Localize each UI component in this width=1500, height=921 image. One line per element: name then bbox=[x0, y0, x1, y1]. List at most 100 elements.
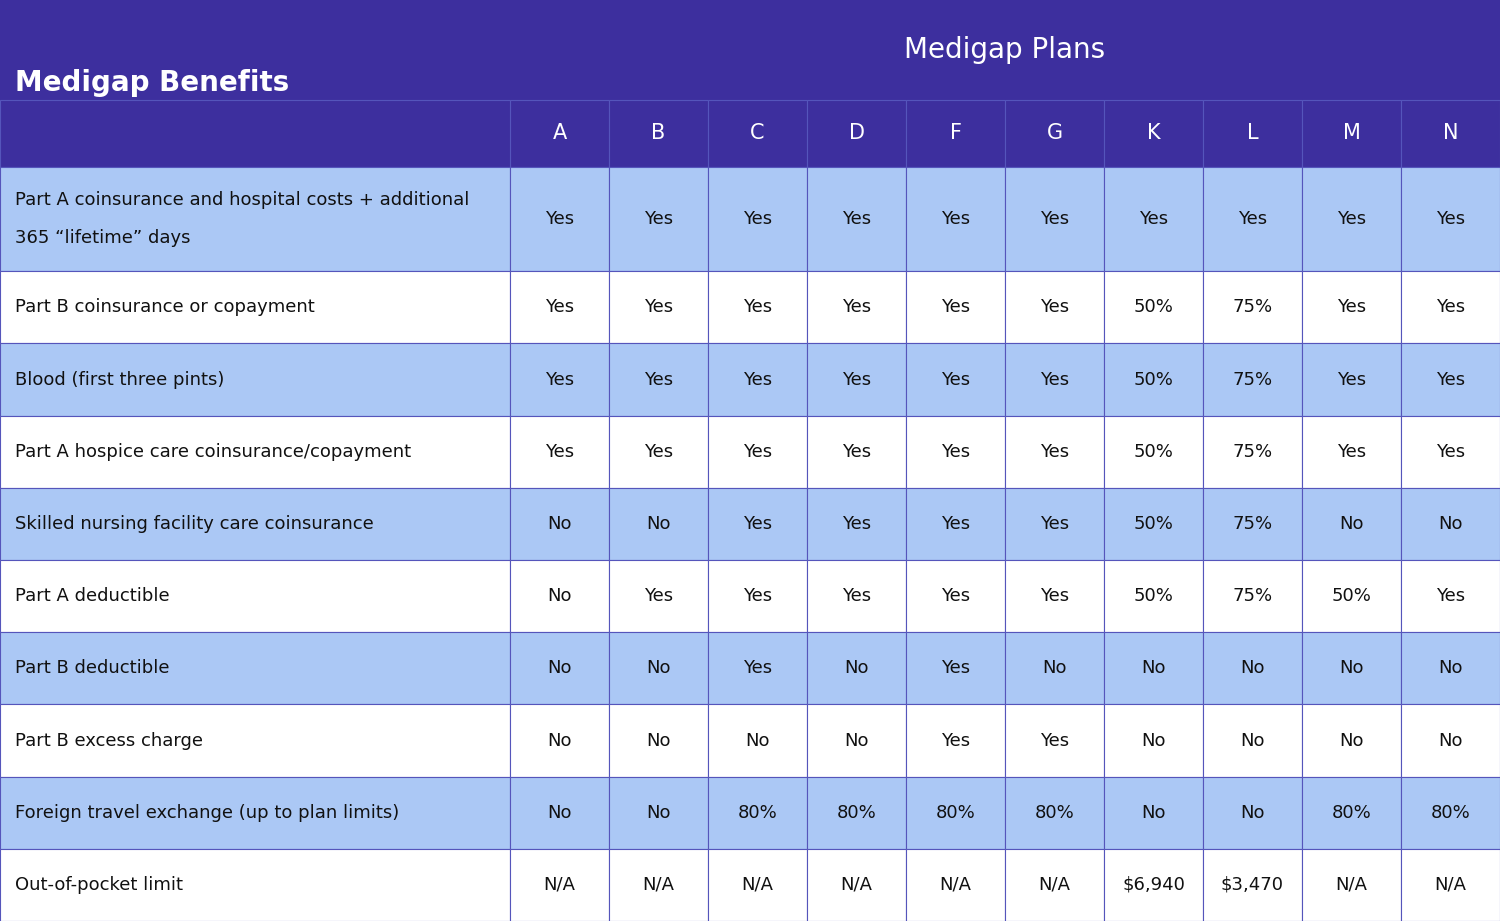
Bar bbox=[906, 560, 1005, 632]
Text: No: No bbox=[1438, 659, 1462, 677]
Bar bbox=[1302, 167, 1401, 271]
Text: $6,940: $6,940 bbox=[1122, 876, 1185, 894]
Bar bbox=[1401, 167, 1500, 271]
Text: Yes: Yes bbox=[1436, 370, 1466, 389]
Bar bbox=[510, 849, 609, 921]
Bar bbox=[1302, 100, 1401, 167]
Text: Yes: Yes bbox=[742, 443, 772, 460]
Bar bbox=[906, 632, 1005, 705]
Text: 80%: 80% bbox=[1035, 804, 1074, 822]
Bar bbox=[510, 100, 609, 167]
Bar bbox=[1005, 167, 1104, 271]
Text: No: No bbox=[1042, 659, 1066, 677]
Bar bbox=[1005, 560, 1104, 632]
Bar bbox=[0, 0, 1500, 167]
Text: Yes: Yes bbox=[940, 443, 970, 460]
Bar bbox=[510, 705, 609, 776]
Text: Yes: Yes bbox=[544, 298, 574, 316]
Text: Yes: Yes bbox=[1436, 298, 1466, 316]
Text: Yes: Yes bbox=[1040, 731, 1070, 750]
Text: N/A: N/A bbox=[543, 876, 576, 894]
Text: No: No bbox=[1340, 731, 1364, 750]
Bar bbox=[708, 100, 807, 167]
Bar bbox=[0, 344, 510, 415]
Bar bbox=[807, 488, 906, 560]
Bar bbox=[1302, 488, 1401, 560]
Text: Yes: Yes bbox=[742, 298, 772, 316]
Bar bbox=[1005, 632, 1104, 705]
Text: Yes: Yes bbox=[940, 210, 970, 227]
Text: Yes: Yes bbox=[742, 515, 772, 533]
Text: Yes: Yes bbox=[1238, 210, 1268, 227]
Text: A: A bbox=[552, 123, 567, 144]
Text: 50%: 50% bbox=[1134, 370, 1173, 389]
Bar bbox=[0, 632, 510, 705]
Bar bbox=[1203, 705, 1302, 776]
Text: No: No bbox=[646, 804, 670, 822]
Text: Yes: Yes bbox=[644, 443, 674, 460]
Bar bbox=[609, 415, 708, 488]
Text: Yes: Yes bbox=[1040, 443, 1070, 460]
Bar bbox=[906, 167, 1005, 271]
Bar bbox=[510, 632, 609, 705]
Bar bbox=[807, 705, 906, 776]
Text: Yes: Yes bbox=[842, 443, 872, 460]
Text: Part A coinsurance and hospital costs + additional: Part A coinsurance and hospital costs + … bbox=[15, 191, 470, 209]
Bar bbox=[807, 849, 906, 921]
Bar bbox=[510, 344, 609, 415]
Text: Medigap Plans: Medigap Plans bbox=[904, 36, 1106, 64]
Bar bbox=[1005, 488, 1104, 560]
Bar bbox=[1203, 167, 1302, 271]
Text: Yes: Yes bbox=[842, 298, 872, 316]
Bar bbox=[906, 849, 1005, 921]
Text: Yes: Yes bbox=[842, 587, 872, 605]
Bar bbox=[1401, 415, 1500, 488]
Bar bbox=[609, 167, 708, 271]
Bar bbox=[1302, 344, 1401, 415]
Bar bbox=[1005, 271, 1104, 344]
Text: Medigap Benefits: Medigap Benefits bbox=[15, 69, 290, 98]
Bar bbox=[609, 632, 708, 705]
Text: B: B bbox=[651, 123, 666, 144]
Text: Yes: Yes bbox=[1436, 443, 1466, 460]
Bar bbox=[906, 776, 1005, 849]
Text: 50%: 50% bbox=[1134, 587, 1173, 605]
Text: Part A deductible: Part A deductible bbox=[15, 587, 170, 605]
Bar bbox=[0, 100, 510, 167]
Bar bbox=[807, 632, 906, 705]
Bar bbox=[1401, 271, 1500, 344]
Text: Yes: Yes bbox=[940, 370, 970, 389]
Bar bbox=[708, 705, 807, 776]
Text: 80%: 80% bbox=[936, 804, 975, 822]
Bar bbox=[1104, 488, 1203, 560]
Bar bbox=[1203, 776, 1302, 849]
Text: N/A: N/A bbox=[840, 876, 873, 894]
Text: Yes: Yes bbox=[742, 659, 772, 677]
Bar bbox=[0, 415, 510, 488]
Text: 80%: 80% bbox=[1431, 804, 1470, 822]
Text: Foreign travel exchange (up to plan limits): Foreign travel exchange (up to plan limi… bbox=[15, 804, 399, 822]
Text: Yes: Yes bbox=[940, 515, 970, 533]
Bar bbox=[510, 271, 609, 344]
Bar bbox=[609, 271, 708, 344]
Text: Yes: Yes bbox=[742, 370, 772, 389]
Bar bbox=[1302, 632, 1401, 705]
Text: N/A: N/A bbox=[1335, 876, 1368, 894]
Text: 50%: 50% bbox=[1332, 587, 1371, 605]
Bar bbox=[708, 344, 807, 415]
Text: N/A: N/A bbox=[741, 876, 774, 894]
Text: 75%: 75% bbox=[1233, 370, 1272, 389]
Text: Yes: Yes bbox=[742, 210, 772, 227]
Bar bbox=[708, 271, 807, 344]
Bar bbox=[0, 849, 510, 921]
Text: Yes: Yes bbox=[940, 587, 970, 605]
Bar bbox=[1203, 344, 1302, 415]
Text: No: No bbox=[1340, 659, 1364, 677]
Text: N/A: N/A bbox=[1038, 876, 1071, 894]
Text: Yes: Yes bbox=[644, 298, 674, 316]
Text: Part B deductible: Part B deductible bbox=[15, 659, 170, 677]
Text: Yes: Yes bbox=[1040, 515, 1070, 533]
Text: L: L bbox=[1246, 123, 1258, 144]
Bar bbox=[1302, 705, 1401, 776]
Text: Skilled nursing facility care coinsurance: Skilled nursing facility care coinsuranc… bbox=[15, 515, 374, 533]
